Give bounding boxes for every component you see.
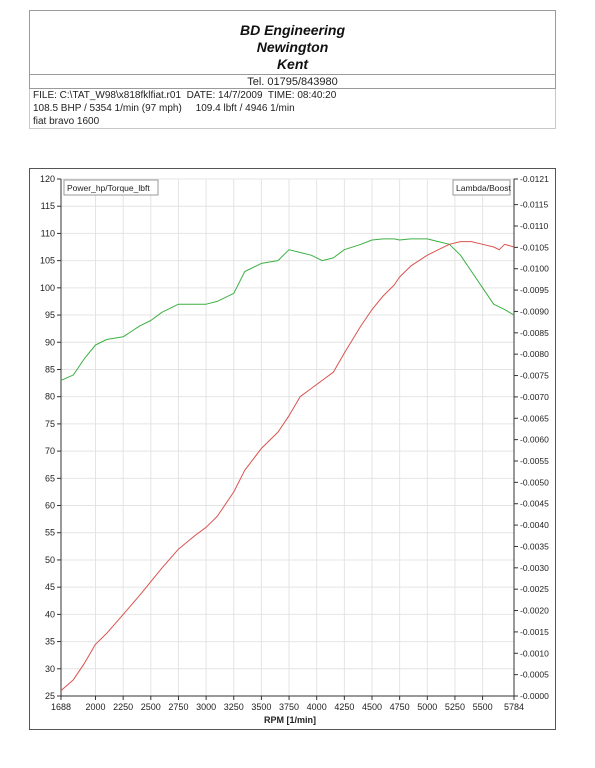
y-right-tick-label: -0.0020 bbox=[520, 606, 549, 616]
company-header: BD Engineering Newington Kent Tel. 01795… bbox=[29, 10, 556, 89]
y-right-tick-label: -0.0005 bbox=[520, 670, 549, 680]
y-right-tick-label: -0.0060 bbox=[520, 435, 549, 445]
x-tick-label: 2500 bbox=[141, 702, 161, 712]
y-right-tick-label: -0.0085 bbox=[520, 328, 549, 338]
file-info-line: FILE: C:\TAT_W98\x818fklfiat.r01 DATE: 1… bbox=[33, 90, 337, 101]
series-line-red bbox=[60, 241, 515, 691]
y-left-tick-label: 105 bbox=[40, 256, 55, 266]
y-left-tick-label: 90 bbox=[45, 337, 55, 347]
y-left-tick-label: 75 bbox=[45, 419, 55, 429]
x-tick-label: 4000 bbox=[307, 702, 327, 712]
x-tick-label: 5000 bbox=[417, 702, 437, 712]
company-name: BD Engineering bbox=[239, 22, 345, 38]
y-right-tick-label: -0.0110 bbox=[520, 221, 548, 231]
legend-left-label: Power_hp/Torque_lbft bbox=[67, 183, 150, 193]
x-tick-label: 4250 bbox=[334, 702, 354, 712]
run-info-panel: FILE: C:\TAT_W98\x818fklfiat.r01 DATE: 1… bbox=[29, 89, 556, 129]
y-right-tick-label: -0.0045 bbox=[520, 499, 549, 509]
y-left-tick-label: 45 bbox=[45, 582, 55, 592]
y-right-tick-label: -0.0010 bbox=[520, 648, 549, 658]
y-right-tick-label: -0.0030 bbox=[520, 563, 549, 573]
x-tick-label: 3250 bbox=[224, 702, 244, 712]
y-right-tick-label: -0.0000 bbox=[520, 691, 549, 701]
x-axis-title: RPM [1/min] bbox=[264, 715, 316, 725]
y-left-tick-label: 120 bbox=[40, 174, 55, 184]
peak-values-line: 108.5 BHP / 5354 1/min (97 mph) 109.4 lb… bbox=[33, 103, 295, 114]
y-right-tick-label: -0.0105 bbox=[520, 242, 549, 252]
x-tick-label: 2000 bbox=[85, 702, 105, 712]
y-right-tick-label: -0.0070 bbox=[520, 392, 549, 402]
y-left-tick-label: 25 bbox=[45, 691, 55, 701]
y-right-tick-label: -0.0040 bbox=[520, 520, 549, 530]
legend-right-box: Lambda/Boost bbox=[452, 179, 511, 196]
x-tick-label: 4500 bbox=[362, 702, 382, 712]
x-tick-label: 2750 bbox=[168, 702, 188, 712]
company-county: Kent bbox=[276, 56, 309, 72]
y-right-tick-label: -0.0025 bbox=[520, 584, 549, 594]
legend-right-label: Lambda/Boost bbox=[456, 183, 511, 193]
grid-lines bbox=[60, 178, 515, 697]
y-left-tick-label: 65 bbox=[45, 473, 55, 483]
y-left-tick-label: 60 bbox=[45, 501, 55, 511]
plot-area bbox=[61, 179, 514, 696]
legend-left-box: Power_hp/Torque_lbft bbox=[63, 179, 159, 196]
x-tick-label: 5784 bbox=[504, 702, 524, 712]
axes bbox=[57, 178, 518, 700]
company-town: Newington bbox=[256, 39, 329, 55]
x-tick-label: 3500 bbox=[251, 702, 271, 712]
dyno-chart-frame: 1688 2000 2250 2500 2750 3000 3250 3500 3750 4000… bbox=[29, 168, 556, 730]
y-left-tick-label: 95 bbox=[45, 310, 55, 320]
x-tick-label: 4750 bbox=[390, 702, 410, 712]
y-left-tick-label: 50 bbox=[45, 555, 55, 565]
x-tick-label: 3000 bbox=[196, 702, 216, 712]
y-right-tick-label: -0.0080 bbox=[520, 349, 549, 359]
vehicle-name-line: fiat bravo 1600 bbox=[33, 116, 100, 127]
y-left-tick-label: 55 bbox=[45, 528, 55, 538]
y-right-tick-label: -0.0100 bbox=[520, 264, 549, 274]
y-right-tick-label: -0.0095 bbox=[520, 285, 549, 295]
y-right-tick-label: -0.0035 bbox=[520, 541, 549, 551]
y-left-tick-label: 30 bbox=[45, 664, 55, 674]
x-tick-label: 2250 bbox=[113, 702, 133, 712]
x-tick-label: 5250 bbox=[445, 702, 465, 712]
y-left-tick-label: 80 bbox=[45, 392, 55, 402]
y-left-tick-label: 70 bbox=[45, 446, 55, 456]
dyno-chart: 1688 2000 2250 2500 2750 3000 3250 3500 3750 4000… bbox=[40, 174, 549, 725]
series-lines bbox=[60, 238, 515, 691]
y-right-tick-label: -0.0050 bbox=[520, 477, 549, 487]
y-left-tick-label: 110 bbox=[41, 228, 55, 238]
x-tick-label: 1688 bbox=[51, 702, 71, 712]
y-right-tick-label: -0.0075 bbox=[520, 371, 549, 381]
y-right-tick-label: -0.0090 bbox=[520, 306, 549, 316]
x-tick-label: 5500 bbox=[473, 702, 493, 712]
y-left-tick-label: 35 bbox=[45, 637, 55, 647]
y-left-tick-label: 85 bbox=[45, 364, 55, 374]
tick-labels: 1688 2000 2250 2500 2750 3000 3250 3500 3750 4000… bbox=[40, 174, 549, 712]
y-left-tick-label: 40 bbox=[45, 609, 55, 619]
x-tick-label: 3750 bbox=[279, 702, 299, 712]
series-line-green bbox=[60, 238, 515, 381]
y-left-tick-label: 100 bbox=[40, 283, 55, 293]
y-right-tick-label: -0.0115 bbox=[520, 200, 548, 210]
y-right-tick-label: -0.0065 bbox=[520, 413, 549, 423]
y-right-tick-label: -0.0015 bbox=[520, 627, 549, 637]
company-telephone: Tel. 01795/843980 bbox=[30, 74, 555, 90]
y-right-tick-label: -0.0055 bbox=[520, 456, 549, 466]
y-left-tick-label: 115 bbox=[41, 201, 55, 211]
y-right-tick-label: -0.0121 bbox=[520, 174, 549, 184]
